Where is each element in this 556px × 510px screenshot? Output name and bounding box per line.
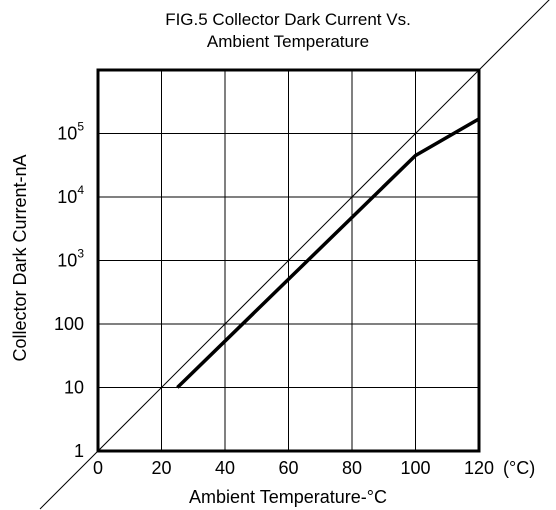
series-line [176,117,480,389]
y-tick-label: 10 [64,378,84,398]
y-tick-label: 105 [57,120,84,144]
chart-title-line2: Ambient Temperature [207,32,369,51]
x-tick-label: 100 [400,458,430,478]
x-tick-label: 80 [342,458,362,478]
x-tick-label: 0 [93,458,103,478]
y-tick-label: 1 [74,441,84,461]
x-unit-label: (°C) [503,458,535,478]
y-tick-labels: 1 10 100 103 104 105 [54,120,84,462]
x-tick-label: 40 [215,458,235,478]
x-tick-labels: 0 20 40 60 80 100 120 [93,458,494,478]
plot-frame [96,68,481,453]
chart-title-line1: FIG.5 Collector Dark Current Vs. [165,10,411,29]
x-tick-label: 60 [278,458,298,478]
x-axis-label: Ambient Temperature-°C [189,487,387,507]
y-tick-label: 104 [57,183,84,207]
y-tick-label: 103 [57,247,84,271]
y-tick-label: 100 [54,314,84,334]
x-tick-label: 20 [151,458,171,478]
x-tick-label: 120 [464,458,494,478]
y-axis-label: Collector Dark Current-nA [10,154,30,361]
diagonal-reference-line [39,0,550,510]
